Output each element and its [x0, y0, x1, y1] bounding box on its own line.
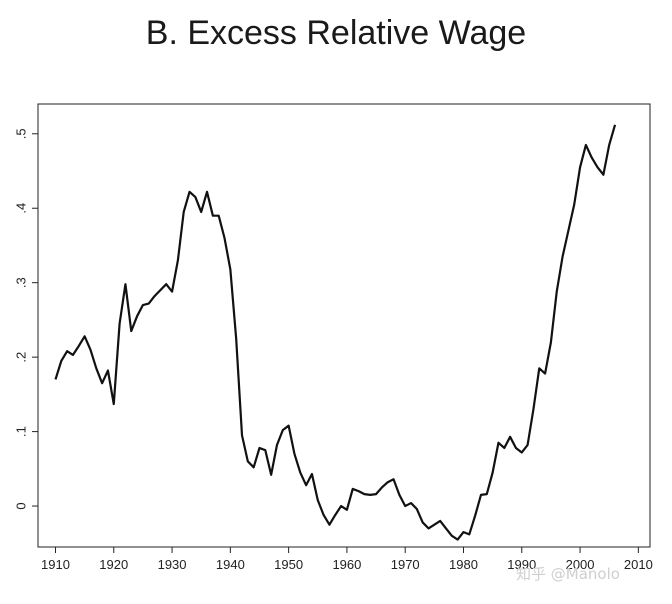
y-tick-label: .3	[13, 277, 28, 288]
x-tick-label: 1910	[41, 557, 70, 572]
chart-title: B. Excess Relative Wage	[145, 14, 527, 52]
y-axis: 0 .1 .2 .3 .4 .5	[13, 128, 38, 510]
plot-frame	[37, 103, 651, 548]
x-tick-label: 2000	[566, 557, 595, 572]
y-tick-label: 0	[13, 502, 28, 509]
watermark-text: 知乎 @Manolo	[516, 565, 620, 583]
y-tick-label: .2	[13, 352, 28, 363]
x-tick-label: 1950	[274, 557, 303, 572]
x-tick-label: 1960	[332, 557, 361, 572]
x-tick-label: 1970	[391, 557, 420, 572]
x-tick-label: 1940	[216, 557, 245, 572]
x-tick-label: 1930	[158, 557, 187, 572]
x-axis: 1910 1920 1930 1940 1950 1960 1970 1980 1990 2000…	[41, 547, 653, 572]
y-tick-label: .1	[13, 426, 28, 437]
x-tick-label: 1920	[99, 557, 128, 572]
x-tick-label: 2010	[624, 557, 653, 572]
y-tick-label: .4	[13, 203, 28, 214]
series-line	[54, 124, 617, 541]
y-tick-label: .5	[13, 128, 28, 139]
x-tick-label: 1990	[507, 557, 536, 572]
x-tick-label: 1980	[449, 557, 478, 572]
